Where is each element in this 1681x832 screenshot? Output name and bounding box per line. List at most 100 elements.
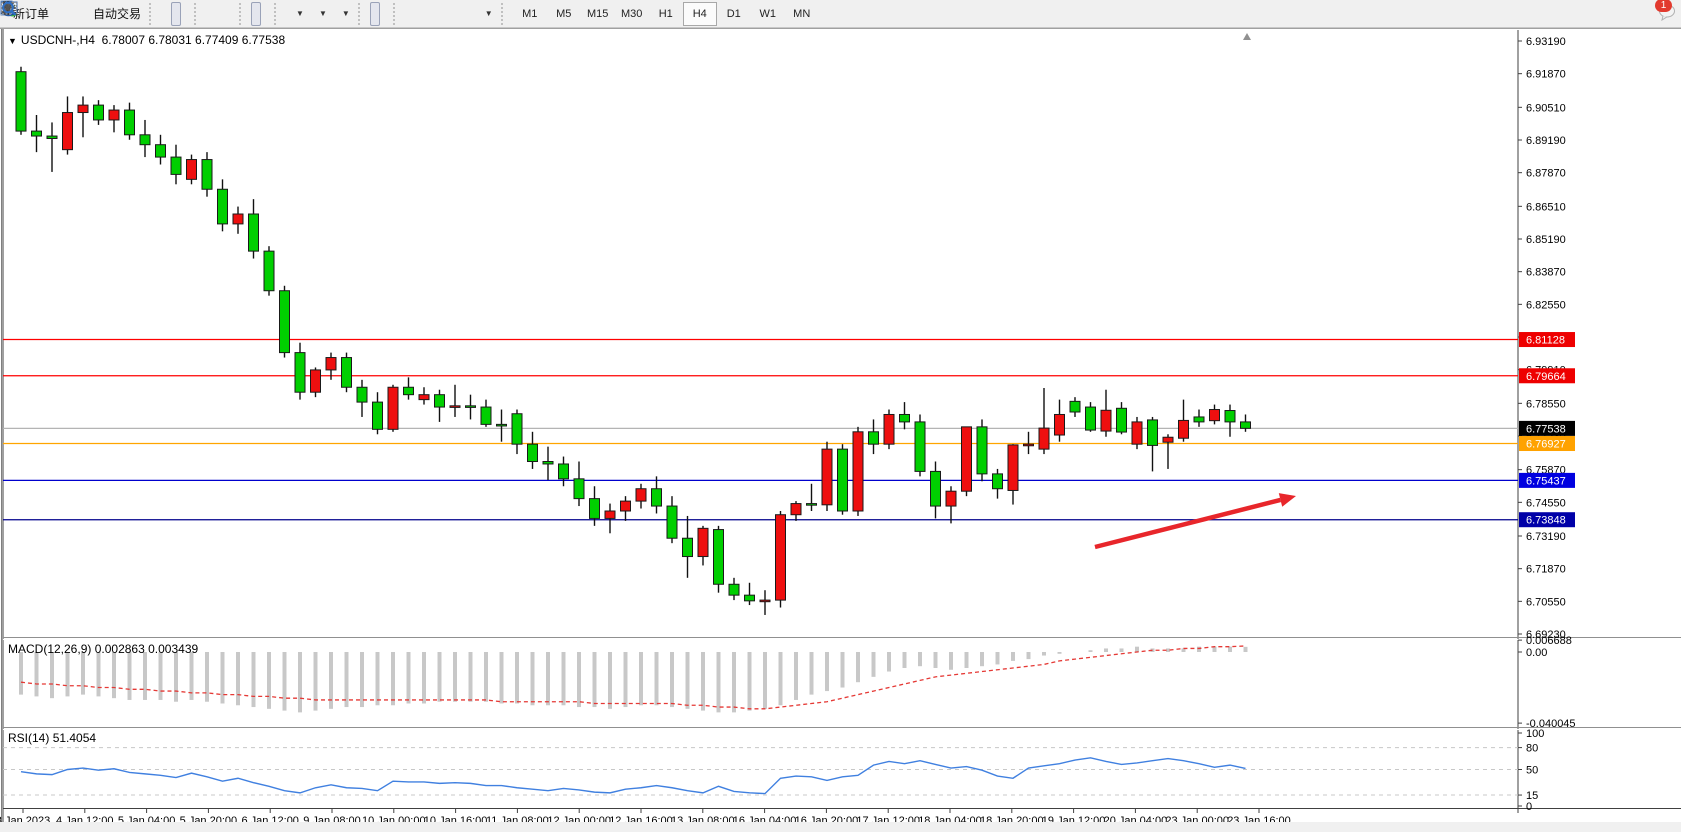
candle-body	[883, 413, 895, 445]
chart-canvas[interactable]: 6.93190 6.91870 6.90510 6.89190 6.87870 6.865…	[0, 28, 1681, 832]
candle-body	[449, 405, 461, 408]
price-tick-label: 6.74550	[1526, 497, 1566, 509]
fibonacci-button[interactable]: F	[2, 2, 455, 26]
price-badge-label: 6.75437	[1526, 475, 1566, 487]
candle-body	[403, 386, 414, 396]
candle-body	[1178, 419, 1189, 439]
search-button[interactable]	[2, 1, 1657, 26]
candle-body	[310, 369, 321, 393]
toolbar-separator	[357, 2, 367, 25]
candle-body	[232, 213, 244, 225]
candle-body	[480, 406, 492, 425]
indicators-button[interactable]: ▼	[0, 1, 309, 26]
candle-body	[589, 498, 600, 519]
toolbar-separator	[392, 2, 402, 25]
vertical-line-button[interactable]	[4, 1, 415, 26]
zoom-out-button[interactable]	[1, 1, 226, 26]
candle-body	[465, 405, 476, 408]
chart-title: ▼ USDCNH-,H4 6.78007 6.78031 6.77409 6.77…	[8, 33, 285, 47]
timeframe-d1-button[interactable]: D1	[726, 7, 741, 20]
dropdown-arrow-icon: ▼	[341, 9, 350, 18]
text-button[interactable]: A	[2, 1, 465, 26]
text-label-button[interactable]: T	[1, 2, 475, 26]
timeframe-m30-button[interactable]: M30	[621, 7, 643, 20]
candle-body	[496, 423, 507, 427]
candlestick-chart-button[interactable]	[2, 1, 182, 26]
toolbar-separator	[149, 2, 158, 25]
macd-signal-value: 0.003439	[148, 642, 199, 656]
candle-body	[651, 488, 662, 507]
price-tick-label: 6.91870	[1526, 69, 1566, 81]
candle-body	[1147, 419, 1158, 446]
candle-body	[387, 386, 399, 430]
signals-button[interactable]	[1, 1, 84, 26]
candle-body	[170, 156, 182, 175]
candle-body	[744, 594, 755, 602]
price-tick-label: 6.85190	[1526, 234, 1566, 246]
toolbar-separator	[194, 2, 203, 25]
price-badge-label: 6.81128	[1526, 335, 1565, 347]
candle-body	[1100, 409, 1112, 432]
timeframe-m1-button[interactable]: M1	[522, 7, 538, 20]
candle-body	[155, 144, 166, 158]
crosshair-button[interactable]	[1, 1, 390, 26]
candle-body	[248, 213, 259, 252]
timeframe-m5-button[interactable]: M5	[556, 7, 572, 20]
candle-body	[992, 473, 1003, 490]
price-tick-label: 6.93190	[1526, 36, 1566, 48]
auto-scroll-button[interactable]	[1, 1, 262, 26]
autotrading-button[interactable]: 自动交易	[0, 2, 146, 26]
candle-body	[821, 448, 833, 506]
candle-body	[961, 426, 972, 492]
toolbar-separator	[274, 2, 283, 25]
candle-body	[325, 357, 337, 371]
arrows-button[interactable]: ▼	[3, 2, 498, 26]
timeframe-m15-button[interactable]: M15	[587, 7, 609, 20]
status-strip	[0, 822, 1681, 832]
tile-windows-button[interactable]	[0, 1, 236, 26]
market-button[interactable]	[0, 1, 74, 26]
rsi-value: 51.4054	[52, 731, 97, 745]
price-badge-label: 6.76927	[1526, 439, 1566, 451]
rsi-line	[20, 757, 1246, 795]
rsi-axis-label: 50	[1526, 765, 1538, 777]
zoom-in-button[interactable]	[1, 1, 216, 26]
candle-body	[635, 488, 647, 502]
line-chart-button[interactable]	[1, 2, 191, 26]
channel-button[interactable]: E	[1, 1, 445, 26]
candle-body	[1240, 421, 1251, 429]
timeframe-h4-button[interactable]: H4	[682, 1, 717, 26]
price-badge-label: 6.79664	[1526, 371, 1566, 383]
bar-chart-button[interactable]	[2, 2, 171, 26]
templates-button[interactable]: ▼	[0, 1, 355, 26]
rsi-indicator-label: RSI(14) 51.4054	[8, 731, 97, 745]
dropdown-arrow-icon: ▼	[296, 9, 304, 18]
timeframe-mn-button[interactable]: MN	[793, 7, 811, 20]
horizontal-line-button[interactable]	[2, 2, 425, 26]
candle-body	[1054, 413, 1065, 436]
candle-body	[682, 537, 693, 558]
candle-body	[511, 413, 523, 445]
cursor-button[interactable]	[3, 1, 380, 26]
depth-of-market-button[interactable]	[1, 2, 64, 26]
candle-body	[697, 527, 709, 558]
notifications-button[interactable]: 1	[1655, 0, 1675, 26]
candle-body	[775, 514, 786, 601]
price-badge	[1519, 436, 1575, 452]
chart-shift-button[interactable]	[1, 1, 271, 26]
price-tick-label: 6.70550	[1526, 596, 1566, 608]
candle-body	[713, 529, 724, 585]
candle-body	[868, 431, 879, 445]
price-badge	[1519, 420, 1575, 436]
candle-body	[372, 401, 383, 430]
candle-body	[1038, 427, 1050, 450]
price-tick-label: 6.71870	[1526, 564, 1566, 576]
timeframe-h1-button[interactable]: H1	[658, 7, 673, 20]
periods-clock-button[interactable]: ▼	[0, 0, 332, 26]
trendline-button[interactable]	[1, 1, 435, 26]
main-toolbar: 新订单 自动交易	[0, 0, 1681, 28]
timeframe-w1-button[interactable]: W1	[759, 7, 776, 20]
candle-body	[1023, 443, 1034, 447]
candle-body	[945, 490, 957, 507]
